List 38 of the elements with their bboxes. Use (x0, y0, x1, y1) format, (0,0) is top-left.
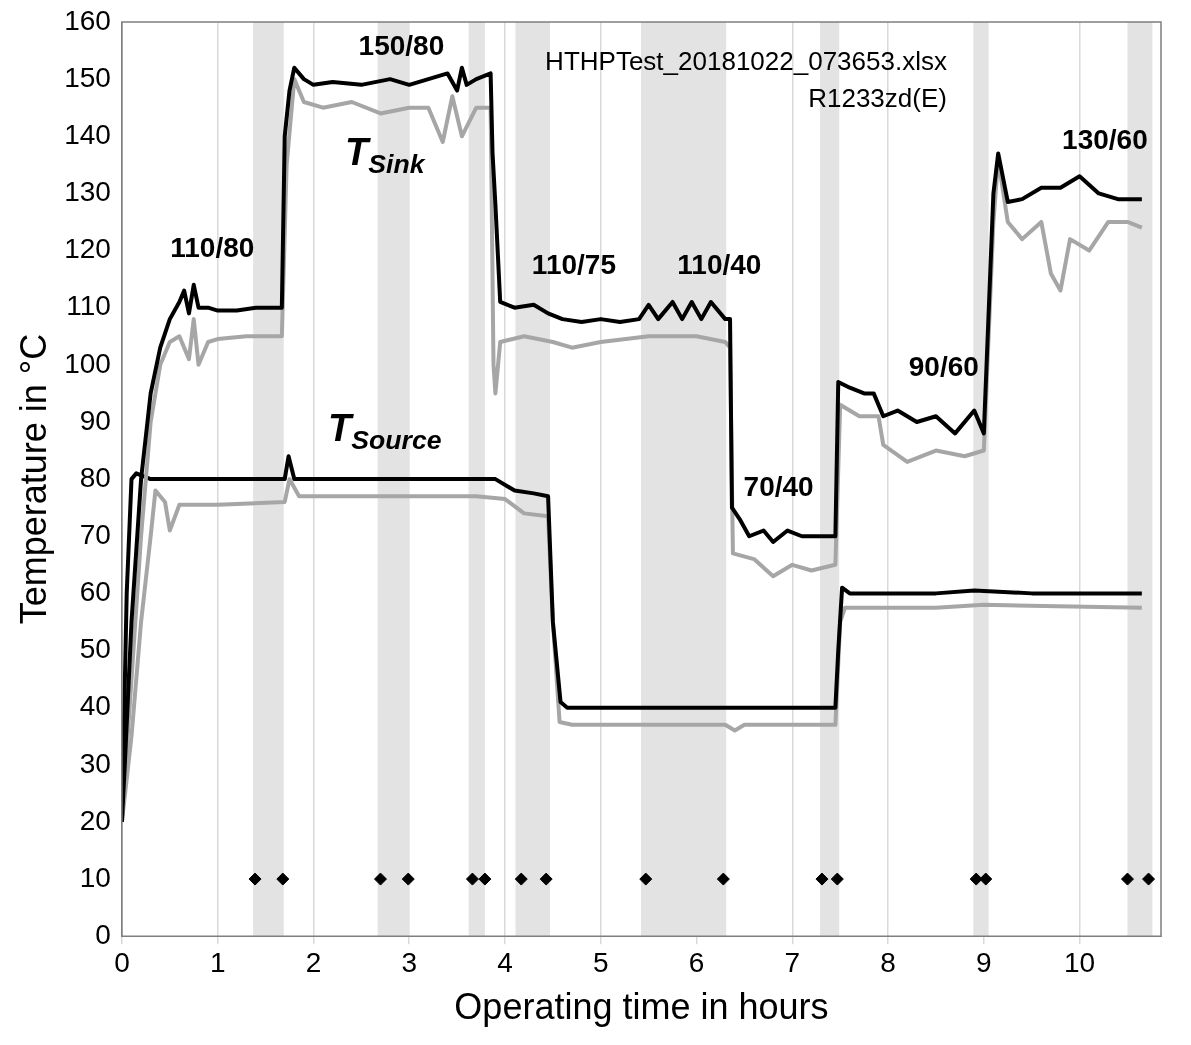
x-tick-label: 3 (401, 946, 418, 978)
y-tick-label: 80 (79, 461, 111, 493)
y-tick-label: 30 (79, 747, 111, 779)
y-tick-label: 160 (64, 4, 111, 36)
annotation: R1233zd(E) (808, 82, 947, 113)
annotation: 110/75 (531, 248, 616, 280)
x-tick-label: 1 (209, 946, 226, 978)
y-tick-label: 120 (64, 233, 111, 265)
x-tick-label: 4 (497, 946, 513, 978)
annotation: 90/60 (908, 351, 979, 383)
y-tick-label: 70 (79, 518, 111, 550)
y-tick-label: 90 (79, 404, 111, 436)
y-tick-label: 60 (79, 576, 111, 608)
y-tick-label: 100 (64, 347, 111, 379)
x-tick-label: 5 (592, 946, 609, 978)
y-tick-label: 10 (79, 861, 111, 893)
x-tick-label: 8 (880, 946, 896, 978)
annotation: 110/40 (677, 248, 762, 280)
x-tick-label: 10 (1064, 946, 1096, 978)
annotation: 150/80 (358, 30, 445, 62)
y-tick-label: 0 (95, 918, 111, 950)
y-tick-label: 20 (79, 804, 111, 836)
y-tick-label: 50 (79, 633, 111, 665)
y-tick-label: 40 (79, 690, 111, 722)
x-tick-label: 6 (688, 946, 705, 978)
annotation: 130/60 (1062, 124, 1148, 156)
annotation: 110/80 (170, 232, 255, 264)
y-axis-title: Temperature in °C (12, 333, 54, 625)
annotation: 70/40 (743, 470, 814, 502)
y-tick-label: 140 (64, 118, 111, 150)
x-tick-label: 2 (305, 946, 322, 978)
annotation: HTHPTest_20181022_073653.xlsx (545, 46, 947, 77)
x-tick-label: 9 (976, 946, 992, 978)
y-tick-label: 110 (66, 290, 111, 322)
y-tick-label: 130 (64, 176, 111, 208)
x-tick-label: 7 (784, 946, 801, 978)
y-tick-label: 150 (64, 61, 111, 93)
x-axis-title: Operating time in hours (454, 986, 829, 1028)
